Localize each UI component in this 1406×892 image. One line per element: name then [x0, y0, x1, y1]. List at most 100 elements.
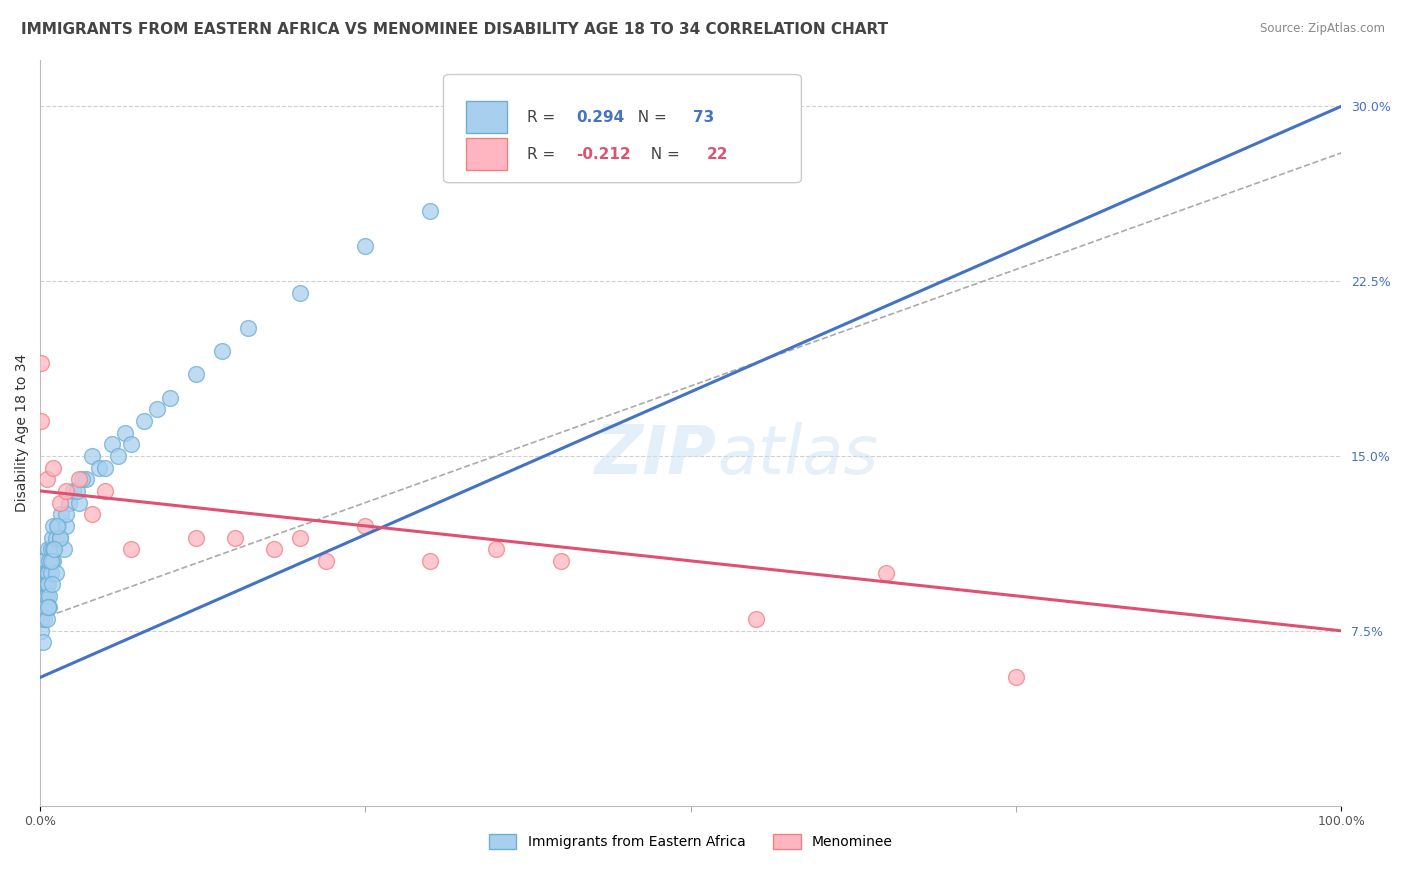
Point — [107, 449, 129, 463]
Point — [35, 589, 58, 603]
Point — [875, 566, 897, 580]
Point — [41, 577, 63, 591]
Text: N =: N = — [641, 147, 685, 161]
Point — [114, 425, 136, 440]
Point — [354, 519, 377, 533]
Point — [120, 542, 142, 557]
Point — [1005, 670, 1028, 684]
Point — [315, 554, 337, 568]
Point — [38, 600, 60, 615]
Point — [37, 600, 59, 615]
Point — [31, 600, 53, 615]
Text: -0.212: -0.212 — [576, 147, 631, 161]
Point — [30, 624, 52, 638]
Point — [62, 483, 84, 498]
Point — [58, 495, 80, 509]
Point — [134, 414, 156, 428]
Point — [42, 460, 65, 475]
Point — [146, 402, 169, 417]
Point — [34, 600, 56, 615]
Point — [290, 531, 312, 545]
Point — [354, 239, 377, 253]
Point — [55, 519, 77, 533]
Text: ZIP: ZIP — [595, 422, 717, 488]
Point — [31, 577, 53, 591]
Point — [100, 437, 122, 451]
Point — [46, 519, 69, 533]
Point — [37, 566, 59, 580]
Point — [94, 483, 117, 498]
Point — [38, 589, 60, 603]
Point — [35, 472, 58, 486]
FancyBboxPatch shape — [465, 138, 508, 170]
Point — [31, 635, 53, 649]
Point — [49, 507, 72, 521]
Point — [30, 356, 52, 370]
Point — [67, 495, 90, 509]
Point — [37, 542, 59, 557]
Text: IMMIGRANTS FROM EASTERN AFRICA VS MENOMINEE DISABILITY AGE 18 TO 34 CORRELATION : IMMIGRANTS FROM EASTERN AFRICA VS MENOMI… — [21, 22, 889, 37]
Point — [52, 542, 75, 557]
Text: N =: N = — [628, 110, 672, 125]
Text: R =: R = — [527, 147, 560, 161]
Point — [419, 204, 441, 219]
Point — [87, 460, 110, 475]
Point — [65, 483, 87, 498]
Point — [186, 531, 208, 545]
Point — [186, 368, 208, 382]
Point — [39, 554, 62, 568]
Text: 22: 22 — [706, 147, 728, 161]
Point — [38, 554, 60, 568]
Point — [211, 344, 233, 359]
Point — [35, 577, 58, 591]
Point — [42, 542, 65, 557]
Point — [30, 554, 52, 568]
Point — [32, 566, 55, 580]
Point — [238, 320, 260, 334]
Point — [32, 554, 55, 568]
Point — [120, 437, 142, 451]
Point — [30, 414, 52, 428]
FancyBboxPatch shape — [465, 101, 508, 133]
Point — [34, 589, 56, 603]
Point — [159, 391, 181, 405]
Point — [550, 145, 572, 160]
Text: 73: 73 — [693, 110, 714, 125]
Point — [263, 542, 285, 557]
Point — [39, 542, 62, 557]
Point — [55, 507, 77, 521]
Point — [484, 542, 506, 557]
Text: Source: ZipAtlas.com: Source: ZipAtlas.com — [1260, 22, 1385, 36]
Text: R =: R = — [527, 110, 560, 125]
Point — [745, 612, 768, 626]
Point — [82, 449, 104, 463]
Point — [550, 554, 572, 568]
Point — [34, 566, 56, 580]
Text: atlas: atlas — [717, 422, 877, 488]
Point — [48, 531, 70, 545]
Point — [31, 566, 53, 580]
Point — [44, 542, 66, 557]
Point — [45, 566, 67, 580]
Point — [31, 589, 53, 603]
Point — [35, 612, 58, 626]
Point — [42, 554, 65, 568]
Point — [290, 285, 312, 300]
Point — [679, 111, 702, 125]
Point — [419, 554, 441, 568]
Point — [42, 519, 65, 533]
Y-axis label: Disability Age 18 to 34: Disability Age 18 to 34 — [15, 353, 30, 512]
Point — [34, 577, 56, 591]
Point — [32, 577, 55, 591]
Point — [30, 577, 52, 591]
Point — [41, 554, 63, 568]
Point — [48, 531, 70, 545]
Point — [94, 460, 117, 475]
Point — [70, 472, 93, 486]
Point — [32, 612, 55, 626]
Point — [39, 566, 62, 580]
Point — [48, 495, 70, 509]
Point — [32, 589, 55, 603]
Point — [67, 472, 90, 486]
Point — [55, 483, 77, 498]
